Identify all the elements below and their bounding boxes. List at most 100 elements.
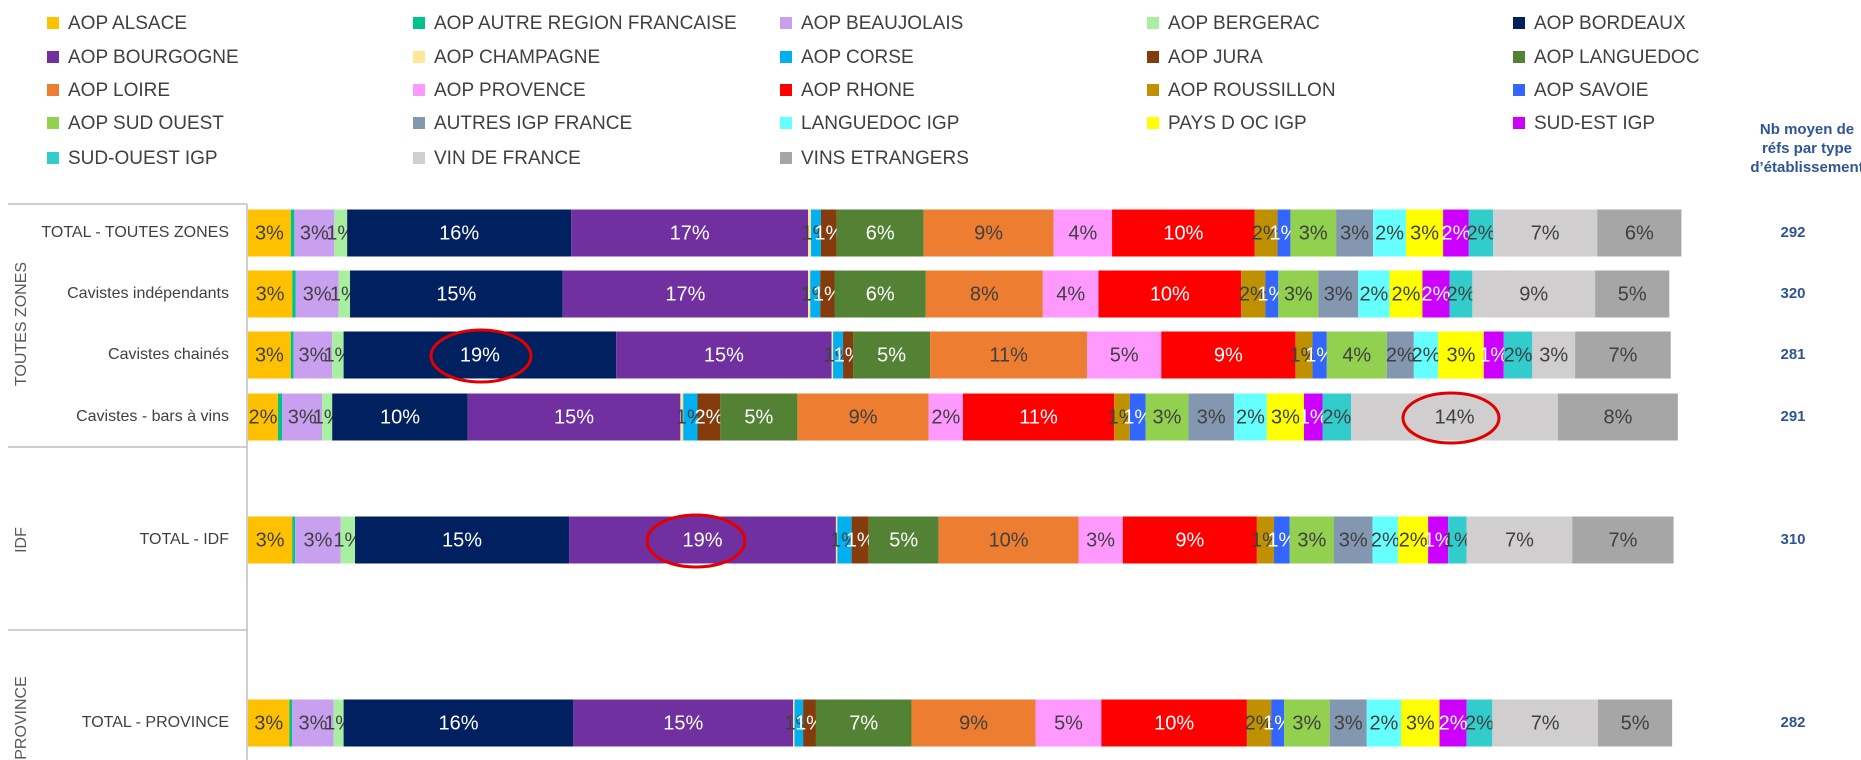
data-label: 2%: [1369, 712, 1398, 734]
data-label: 3%: [1299, 222, 1328, 244]
bar-segment: [928, 393, 963, 441]
bar-segment: [332, 331, 344, 379]
data-label: 2%: [249, 406, 278, 428]
bar-segment: [1449, 270, 1473, 318]
data-label: 7%: [1608, 344, 1637, 366]
bar-segment: [815, 699, 912, 747]
legend-swatch: [1513, 84, 1525, 96]
bar-segment: [1322, 393, 1352, 441]
data-label: 2%: [1446, 283, 1475, 305]
data-label: 9%: [849, 406, 878, 428]
bar-segment: [1161, 331, 1296, 379]
legend-label: AOP SUD OUEST: [68, 113, 224, 134]
legend-swatch: [1147, 117, 1159, 129]
bar-segment: [1443, 209, 1469, 257]
data-label: 10%: [380, 406, 420, 428]
row-label: TOTAL - IDF: [140, 531, 230, 548]
side-value: 291: [1780, 408, 1805, 425]
legend-swatch: [413, 51, 425, 63]
data-label: 1%: [1290, 344, 1319, 366]
data-label: 3%: [254, 712, 283, 734]
bar-segment: [292, 516, 296, 564]
row-label: Cavistes indépendants: [67, 285, 229, 302]
data-label: 5%: [744, 406, 773, 428]
bar-segment: [837, 516, 852, 564]
data-label: 4%: [1056, 283, 1085, 305]
data-label: 9%: [1175, 529, 1204, 551]
data-label: 4%: [1068, 222, 1097, 244]
data-label: 2%: [1399, 529, 1428, 551]
bar-segment: [1101, 699, 1247, 747]
bar-segment: [1483, 331, 1504, 379]
data-label: 14%: [1435, 406, 1475, 428]
legend-swatch: [413, 17, 425, 29]
legend-swatch: [780, 17, 792, 29]
data-label: 2%: [1386, 344, 1415, 366]
bar-segment: [1284, 699, 1330, 747]
bar-segment: [680, 393, 684, 441]
data-label: 3%: [1197, 406, 1226, 428]
bar-segment: [573, 699, 794, 747]
data-label: 1%: [1267, 529, 1296, 551]
bar-segment: [1266, 393, 1304, 441]
data-label: 7%: [1531, 222, 1560, 244]
legend-label: AOP LOIRE: [68, 80, 170, 101]
bar-segment: [820, 209, 837, 257]
bar-segment: [1557, 393, 1678, 441]
legend-swatch: [780, 51, 792, 63]
data-label: 1%: [1443, 529, 1472, 551]
data-label: 7%: [1608, 529, 1637, 551]
bar-segment: [1290, 209, 1337, 257]
bar-segment: [1114, 393, 1130, 441]
data-label: 2%: [1442, 222, 1471, 244]
data-label: 3%: [288, 406, 317, 428]
data-label: 5%: [1110, 344, 1139, 366]
data-label: 3%: [1292, 712, 1321, 734]
data-label: 3%: [298, 344, 327, 366]
bar-segment: [343, 699, 574, 747]
bar-segment: [1098, 270, 1242, 318]
data-label: 2%: [1422, 283, 1451, 305]
bar-segment: [808, 270, 811, 318]
bar-segment: [810, 270, 821, 318]
data-label: 3%: [1153, 406, 1182, 428]
legend-swatch: [413, 152, 425, 164]
data-label: 2%: [931, 406, 960, 428]
data-label: 2%: [694, 406, 723, 428]
bar-segment: [1265, 270, 1279, 318]
bar-segment: [1122, 516, 1257, 564]
data-label: 17%: [670, 222, 710, 244]
legend-label: LANGUEDOC IGP: [801, 113, 959, 134]
legend-swatch: [1147, 17, 1159, 29]
bar-segment: [248, 270, 293, 318]
bar-segment: [1326, 331, 1387, 379]
bar-segment: [334, 209, 348, 257]
data-label: 9%: [959, 712, 988, 734]
legend-swatch: [1147, 51, 1159, 63]
data-label: 2%: [1245, 712, 1274, 734]
bar-segment: [294, 209, 335, 257]
data-label: 2%: [1252, 222, 1281, 244]
legend-label: AOP JURA: [1168, 47, 1263, 68]
bar-segment: [808, 209, 811, 257]
side-title: Nb moyen de: [1760, 121, 1854, 138]
data-label: 6%: [866, 283, 895, 305]
bar-segment: [1493, 209, 1598, 257]
data-label: 3%: [1446, 344, 1475, 366]
bar-segment: [834, 270, 926, 318]
bar-segment: [293, 331, 333, 379]
data-label: 8%: [970, 283, 999, 305]
bar-segment: [797, 393, 929, 441]
data-label: 3%: [303, 529, 332, 551]
bar-segment: [938, 516, 1079, 564]
bar-segment: [820, 270, 835, 318]
data-label: 19%: [460, 344, 500, 366]
data-label: 2%: [1236, 406, 1265, 428]
legend-label: PAYS D OC IGP: [1168, 113, 1307, 134]
data-label: 3%: [1539, 344, 1568, 366]
data-label: 2%: [1466, 222, 1495, 244]
bar-segment: [1472, 270, 1596, 318]
bar-segment: [1241, 270, 1266, 318]
bar-segment: [295, 516, 341, 564]
